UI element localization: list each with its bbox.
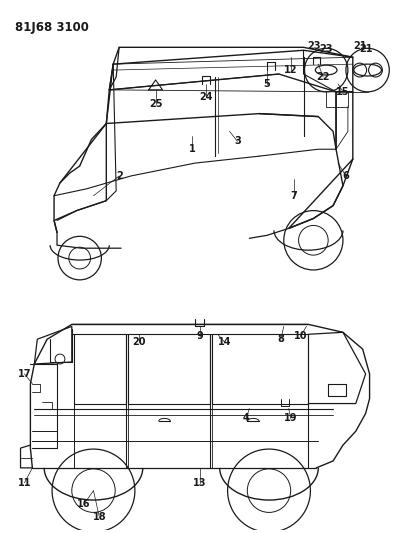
Text: 24: 24 xyxy=(199,92,213,102)
Text: 15: 15 xyxy=(336,87,350,97)
Text: 10: 10 xyxy=(294,332,307,341)
Text: 25: 25 xyxy=(149,99,162,109)
Text: 21: 21 xyxy=(359,44,372,54)
Text: 17: 17 xyxy=(18,369,31,379)
Text: 16: 16 xyxy=(77,499,91,510)
Text: 1: 1 xyxy=(189,144,195,154)
Text: 11: 11 xyxy=(18,478,31,488)
Text: 9: 9 xyxy=(197,332,203,341)
Text: 20: 20 xyxy=(132,337,146,347)
Text: 23: 23 xyxy=(320,44,333,54)
Text: 2: 2 xyxy=(116,171,123,181)
Text: 8: 8 xyxy=(278,334,284,344)
Text: 5: 5 xyxy=(264,79,270,89)
Text: 14: 14 xyxy=(218,337,231,347)
Text: 22: 22 xyxy=(316,72,330,82)
Text: 18: 18 xyxy=(93,512,106,522)
Text: 81J68 3100: 81J68 3100 xyxy=(15,21,89,34)
Text: 19: 19 xyxy=(284,414,297,423)
Text: 21: 21 xyxy=(353,41,366,51)
Text: 12: 12 xyxy=(284,65,297,75)
Text: 3: 3 xyxy=(234,136,241,147)
Text: 13: 13 xyxy=(193,478,207,488)
Text: 23: 23 xyxy=(308,41,321,51)
Text: 4: 4 xyxy=(243,414,250,423)
Text: 7: 7 xyxy=(290,191,297,201)
Text: 6: 6 xyxy=(343,171,349,181)
